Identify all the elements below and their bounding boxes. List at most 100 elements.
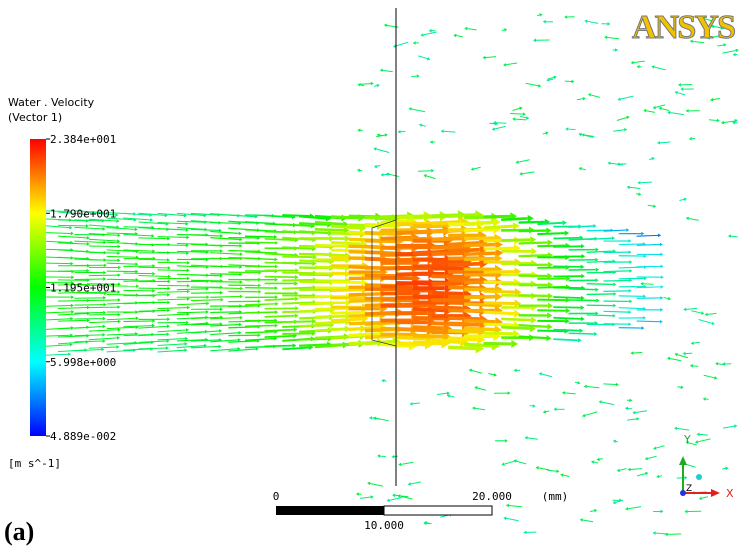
vector-arrow bbox=[535, 466, 550, 471]
arrow-shaft bbox=[264, 214, 293, 218]
arrow-head bbox=[580, 264, 585, 270]
arrow-shaft bbox=[157, 212, 185, 217]
arrow-shaft bbox=[330, 280, 362, 285]
arrow-shaft bbox=[88, 238, 118, 242]
arrow-head bbox=[643, 316, 647, 320]
vector-arrow bbox=[355, 492, 362, 496]
vector-arrow bbox=[423, 521, 431, 525]
arrow-shaft bbox=[505, 62, 518, 66]
arrow-head bbox=[183, 213, 187, 218]
arrow-head bbox=[530, 316, 537, 324]
arrow-head bbox=[629, 269, 633, 273]
vector-arrow bbox=[88, 212, 119, 217]
arrow-shaft bbox=[699, 433, 708, 436]
arrow-head bbox=[735, 48, 739, 53]
arrow-shaft bbox=[123, 249, 153, 252]
arrow-head bbox=[556, 469, 560, 473]
vector-arrow bbox=[702, 397, 709, 401]
vector-arrow bbox=[138, 279, 171, 284]
vector-arrow bbox=[603, 299, 633, 304]
arrow-shaft bbox=[282, 320, 313, 324]
vector-arrow bbox=[630, 60, 645, 65]
vector-arrow bbox=[603, 228, 630, 232]
arrow-head bbox=[565, 297, 571, 303]
arrow-shaft bbox=[190, 279, 221, 282]
vector-arrow bbox=[636, 308, 664, 312]
vector-arrow bbox=[689, 364, 699, 368]
arrow-shaft bbox=[477, 387, 487, 391]
arrow-shaft bbox=[692, 40, 705, 44]
arrow-shaft bbox=[157, 298, 188, 301]
arrow-head bbox=[547, 302, 554, 309]
arrow-shaft bbox=[722, 425, 735, 429]
scale-mid: 10.000 bbox=[364, 519, 404, 532]
arrow-head bbox=[644, 456, 649, 461]
arrow-head bbox=[294, 291, 299, 296]
arrow-head bbox=[689, 364, 694, 368]
vector-arrow bbox=[667, 110, 685, 116]
arrow-head bbox=[734, 424, 738, 428]
vector-arrow bbox=[472, 406, 486, 411]
vector-arrow bbox=[722, 362, 732, 366]
arrow-head bbox=[636, 64, 640, 69]
arrow-shaft bbox=[299, 309, 331, 313]
arrow-head bbox=[86, 305, 91, 310]
arrow-shaft bbox=[176, 322, 206, 326]
vector-arrow bbox=[464, 248, 504, 258]
vector-arrow bbox=[88, 319, 121, 324]
arrow-shaft bbox=[549, 78, 554, 81]
vector-arrow bbox=[138, 258, 170, 262]
arrow-shaft bbox=[106, 278, 136, 281]
vector-arrow bbox=[488, 373, 497, 377]
arrow-shaft bbox=[282, 346, 310, 351]
arrow-shaft bbox=[659, 141, 671, 144]
vector-arrow bbox=[138, 339, 170, 343]
vector-arrow bbox=[537, 276, 571, 282]
arrow-head bbox=[240, 286, 244, 291]
vector-arrow bbox=[106, 316, 139, 321]
vector-arrow bbox=[722, 466, 729, 471]
vector-arrow bbox=[210, 243, 243, 248]
vector-arrow bbox=[710, 97, 720, 102]
arrow-shaft bbox=[701, 496, 708, 499]
arrow-shaft bbox=[568, 225, 594, 228]
arrow-head bbox=[361, 278, 368, 287]
arrow-shaft bbox=[138, 347, 166, 350]
arrow-head bbox=[185, 336, 189, 341]
arrow-head bbox=[295, 268, 299, 273]
arrow-shaft bbox=[586, 293, 614, 296]
vector-arrow bbox=[138, 308, 171, 313]
arrow-shaft bbox=[190, 330, 220, 334]
arrow-shaft bbox=[210, 265, 240, 268]
vector-arrow bbox=[264, 343, 297, 348]
vector-arrow bbox=[264, 306, 299, 311]
triad-view bbox=[696, 474, 702, 480]
arrow-head bbox=[376, 83, 380, 88]
arrow-head bbox=[167, 300, 171, 305]
arrow-head bbox=[431, 168, 435, 173]
arrow-head bbox=[584, 19, 588, 24]
arrow-head bbox=[219, 273, 223, 278]
arrow-shaft bbox=[448, 345, 476, 351]
vector-arrow bbox=[518, 335, 552, 342]
arrow-shaft bbox=[123, 333, 152, 337]
scale-end: 20.000 bbox=[472, 490, 512, 503]
vector-arrow bbox=[691, 310, 705, 315]
arrow-head bbox=[685, 109, 689, 113]
arrow-shaft bbox=[123, 226, 152, 228]
arrow-head bbox=[504, 438, 508, 443]
arrow-head bbox=[685, 441, 689, 445]
arrow-head bbox=[392, 44, 397, 48]
vector-arrow bbox=[586, 282, 617, 287]
vector-arrow bbox=[694, 438, 711, 444]
vector-arrow bbox=[106, 262, 139, 266]
vector-arrow bbox=[518, 323, 553, 330]
vector-arrow bbox=[88, 345, 120, 349]
arrow-shaft bbox=[501, 29, 505, 32]
arrow-head bbox=[71, 295, 75, 299]
arrow-head bbox=[135, 269, 139, 274]
arrow-head bbox=[103, 283, 107, 288]
arrow-shaft bbox=[635, 410, 648, 414]
arrow-shaft bbox=[106, 262, 136, 265]
arrow-shaft bbox=[74, 210, 102, 213]
